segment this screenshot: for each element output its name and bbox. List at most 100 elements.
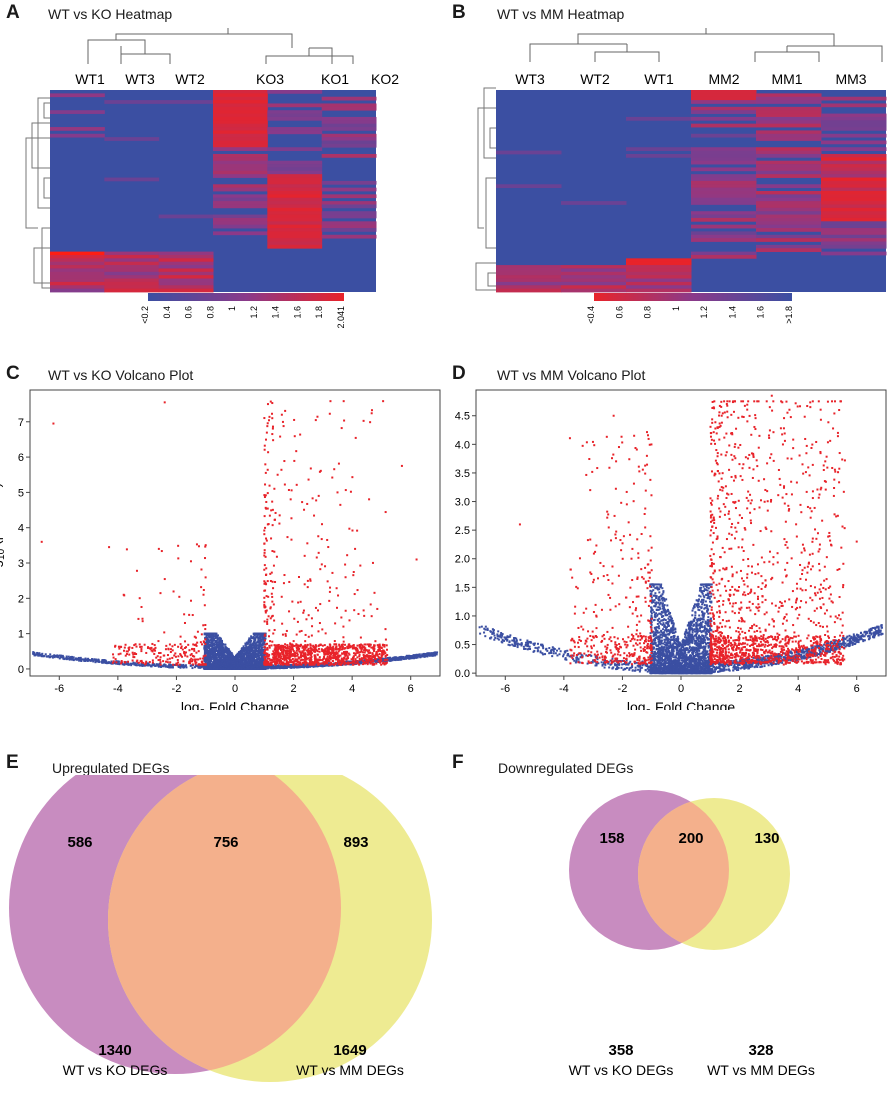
data-point <box>49 653 52 656</box>
data-point <box>314 644 317 647</box>
data-point <box>355 649 358 652</box>
data-point <box>211 644 214 647</box>
data-point <box>171 656 174 659</box>
data-point <box>316 653 319 656</box>
data-point <box>435 651 438 654</box>
data-point <box>244 647 247 650</box>
data-point <box>53 654 56 657</box>
heatmap-cell <box>821 147 887 151</box>
data-point <box>323 655 326 658</box>
data-point <box>204 557 207 560</box>
data-point <box>289 666 292 669</box>
data-point <box>342 636 345 639</box>
heatmap-cell <box>267 127 323 131</box>
data-point <box>163 663 166 666</box>
data-point <box>264 471 267 474</box>
data-point <box>224 663 227 666</box>
data-point <box>285 662 288 665</box>
heatmap-cell <box>821 197 887 202</box>
data-point <box>306 643 309 646</box>
data-point <box>97 659 100 662</box>
data-point <box>295 649 298 652</box>
scale-tick-label: >1.8 <box>784 306 794 324</box>
data-point <box>212 633 215 636</box>
data-point <box>291 600 294 603</box>
data-point <box>255 663 258 666</box>
data-point <box>243 653 246 656</box>
data-point <box>239 665 242 668</box>
data-point <box>241 656 244 659</box>
data-point <box>224 646 227 649</box>
data-point <box>281 653 284 656</box>
data-point <box>273 652 276 655</box>
data-point <box>201 643 204 646</box>
heatmap-cell <box>50 254 105 259</box>
data-point <box>291 665 294 668</box>
data-point <box>281 661 284 664</box>
data-point <box>227 667 230 670</box>
data-point <box>195 543 198 546</box>
data-point <box>324 658 327 661</box>
data-point <box>311 625 314 628</box>
data-point <box>394 658 397 661</box>
data-point <box>207 661 210 664</box>
data-point <box>246 649 249 652</box>
data-point <box>120 660 123 663</box>
heatmap-cell <box>561 281 627 286</box>
heatmap-cell <box>50 127 105 131</box>
data-point <box>185 651 188 654</box>
data-point <box>383 644 386 647</box>
heatmap-cell <box>50 93 105 98</box>
data-point <box>120 662 123 665</box>
data-point <box>212 664 215 667</box>
data-point <box>284 633 287 636</box>
data-point <box>191 660 194 663</box>
data-point <box>370 409 373 412</box>
heatmap-cell <box>50 275 105 279</box>
data-point <box>254 632 257 635</box>
data-points <box>32 400 439 670</box>
data-point <box>185 666 188 669</box>
data-point <box>208 632 211 635</box>
heatmap-cell <box>626 275 692 279</box>
data-point <box>433 654 436 657</box>
data-point <box>286 646 289 649</box>
data-point <box>358 655 361 658</box>
data-point <box>234 662 237 665</box>
data-point <box>35 653 38 656</box>
data-point <box>295 483 298 486</box>
data-point <box>240 662 243 665</box>
data-point <box>125 548 128 551</box>
data-point <box>236 663 239 666</box>
data-point <box>207 659 210 662</box>
data-point <box>250 645 253 648</box>
data-point <box>219 638 222 641</box>
data-point <box>346 645 349 648</box>
data-point <box>322 649 325 652</box>
data-point <box>301 650 304 653</box>
data-point <box>273 628 276 631</box>
heatmap-cell <box>821 180 887 185</box>
data-point <box>217 645 220 648</box>
data-point <box>157 664 160 667</box>
data-point <box>371 663 374 666</box>
data-point <box>260 634 263 637</box>
data-point <box>380 647 383 650</box>
data-point <box>224 656 227 659</box>
data-point <box>264 463 267 466</box>
data-point <box>311 497 314 500</box>
data-point <box>253 667 256 670</box>
data-point <box>284 634 287 637</box>
data-point <box>284 662 287 665</box>
panel-title-b: WT vs MM Heatmap <box>497 6 625 22</box>
data-point <box>268 514 271 517</box>
heatmap-cell <box>756 197 822 202</box>
data-point <box>305 666 308 669</box>
data-point <box>97 660 100 663</box>
data-point <box>133 644 136 647</box>
data-point <box>338 648 341 651</box>
data-point <box>145 660 148 663</box>
data-point <box>262 664 265 667</box>
data-point <box>79 656 82 659</box>
data-point <box>249 645 252 648</box>
